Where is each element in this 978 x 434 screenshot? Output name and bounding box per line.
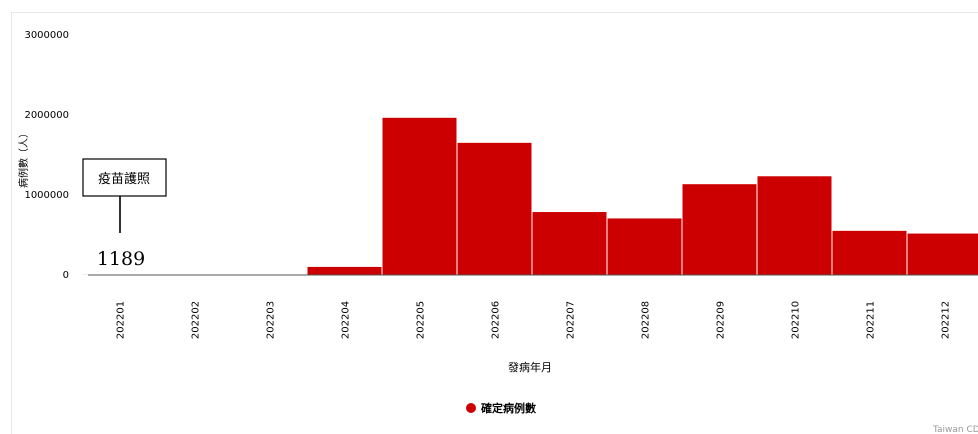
annotation-badge-text: 疫苗護照 [98, 171, 150, 187]
vaccine-passport-annotation: 疫苗護照 1189 [82, 158, 167, 270]
x-tick-label: 202205 [416, 301, 427, 339]
annotation-badge-box [82, 158, 167, 197]
bar-202211[interactable] [832, 230, 907, 275]
bar-202212[interactable] [907, 233, 978, 275]
x-tick-label: 202208 [641, 301, 652, 339]
bar-202205[interactable] [382, 117, 457, 275]
x-tick-label: 202209 [716, 301, 727, 339]
bar-202204[interactable] [307, 266, 382, 275]
bar-202209[interactable] [682, 184, 757, 275]
x-tick-label: 202201 [116, 301, 127, 339]
bar-202206[interactable] [457, 142, 532, 275]
x-axis: 202201 202202 202203 202204 202205 202206 2022… [116, 301, 952, 339]
y-tick-label: 2000000 [24, 110, 69, 121]
legend[interactable]: 確定病例數 [466, 401, 536, 415]
y-tick-label: 3000000 [24, 30, 69, 41]
bars-group [82, 117, 978, 275]
x-tick-label: 202207 [566, 301, 577, 339]
x-tick-label: 202206 [491, 301, 502, 339]
x-tick-label: 202203 [266, 301, 277, 339]
y-tick-label: 1000000 [24, 190, 69, 201]
legend-swatch[interactable] [466, 403, 476, 413]
x-tick-label: 202211 [866, 301, 877, 339]
x-tick-label: 202202 [191, 301, 202, 339]
bar-202207[interactable] [532, 212, 607, 275]
x-tick-label: 202212 [941, 301, 952, 339]
chart-frame [11, 12, 978, 434]
x-tick-label: 202204 [341, 301, 352, 339]
y-axis-label: 病例數（人） [17, 128, 30, 188]
x-tick-label: 202210 [791, 301, 802, 339]
legend-label[interactable]: 確定病例數 [481, 401, 536, 415]
x-axis-label: 發病年月 [508, 360, 552, 374]
credit-text: Taiwan CDC 2023 [932, 425, 978, 434]
y-axis: 0 1000000 2000000 3000000 [24, 30, 69, 281]
bar-202210[interactable] [757, 176, 832, 275]
y-tick-label: 0 [63, 270, 69, 281]
bar-202208[interactable] [607, 218, 682, 275]
annotation-value-label: 1189 [97, 248, 145, 270]
